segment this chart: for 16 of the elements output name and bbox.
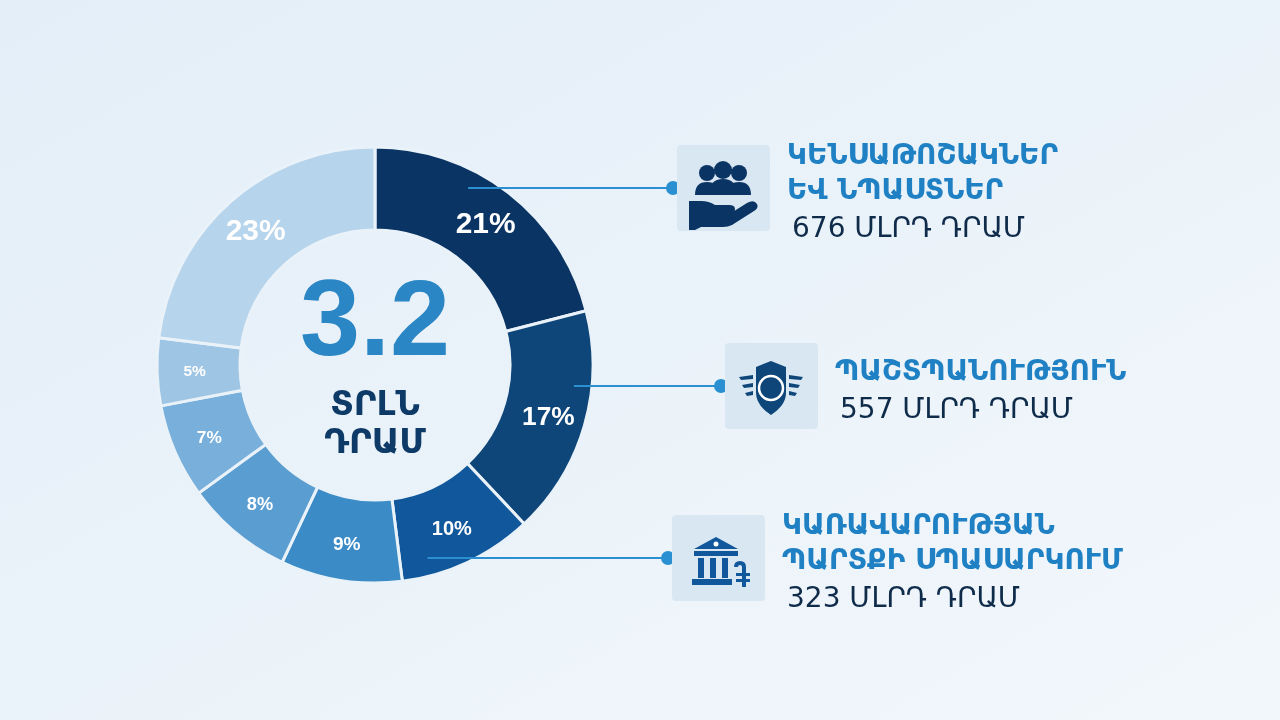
data-label: 17% (522, 400, 575, 431)
data-label: 7% (196, 426, 222, 447)
text: 3.2 (299, 257, 451, 378)
data-label: 10% (431, 517, 473, 540)
text: ՏՐԼՆ ԴՐԱՄ (324, 383, 427, 461)
text: 557 ՄԼՐԴ ԴՐԱՄ (840, 391, 1073, 425)
data-label: 23% (225, 213, 286, 247)
data-label: 21% (455, 205, 516, 239)
legend-label: ԿԵՆՍԱԹՈՇԱԿՆԵՐ ԵՎ ՆՊԱՍՏՆԵՐ (787, 138, 1059, 206)
data-label: 9% (332, 532, 361, 554)
text: 676 ՄԼՐԴ ԴՐԱՄ (792, 211, 1025, 244)
data-label: 5% (183, 362, 207, 380)
text: 323 ՄԼՐԴ ԴՐԱՄ (787, 581, 1020, 614)
legend-label: ԿԱՌԱՎԱՐՈՒԹՅԱՆ ՊԱՐՏՔԻ ՍՊԱՍԱՐԿՈՒՄ (782, 508, 1124, 576)
legend-label: ՊԱՇՏՊԱՆՈՒԹՅՈՒՆ (835, 353, 1127, 387)
data-label: 8% (246, 494, 274, 515)
